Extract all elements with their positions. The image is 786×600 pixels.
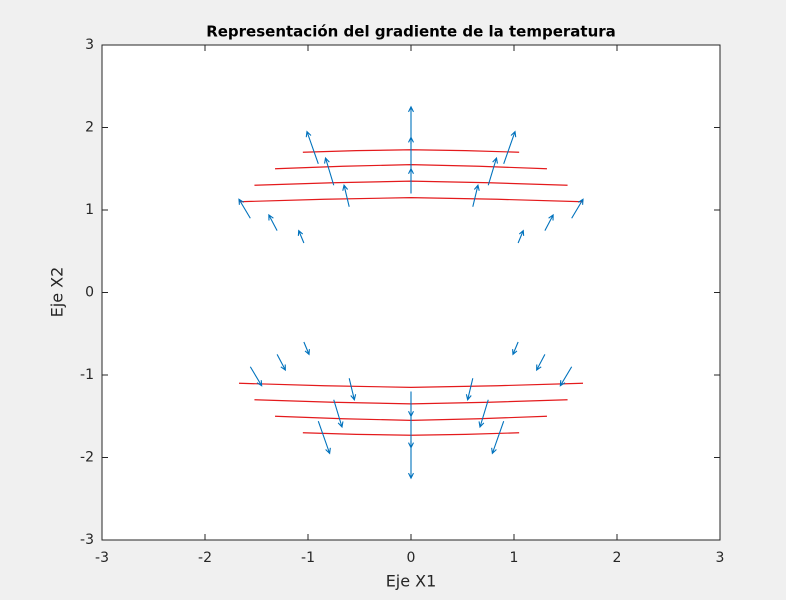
quiver-arrow (305, 130, 319, 164)
quiver-arrow (249, 366, 263, 387)
quiver-arrow (276, 354, 286, 372)
quiver-arrow (303, 341, 310, 356)
x-tick-label: -2 (198, 550, 212, 566)
quiver-arrow (324, 156, 335, 186)
quiver-arrow (571, 198, 584, 219)
x-tick-label: 0 (407, 550, 416, 566)
quiver-arrow (536, 354, 546, 372)
contour-line (238, 197, 584, 203)
quiver-arrow (487, 156, 498, 186)
x-tick-label: -3 (95, 550, 109, 566)
quiver-arrow (268, 213, 278, 231)
quiver-arrow (238, 198, 251, 219)
x-tick-label: -1 (301, 550, 315, 566)
contour-line (238, 382, 584, 388)
x-axis-label: Eje X1 (386, 572, 437, 591)
y-tick-label: 2 (85, 120, 94, 136)
quiver-arrow (472, 184, 480, 207)
quiver-arrow (478, 399, 489, 429)
quiver-arrow (333, 399, 344, 429)
quiver-arrow (465, 378, 474, 401)
quiver-arrow (491, 421, 505, 455)
chart-title: Representación del gradiente de la tempe… (206, 23, 616, 41)
y-tick-label: -1 (80, 367, 94, 383)
y-axis-label: Eje X2 (48, 267, 67, 318)
y-tick-label: 1 (85, 202, 94, 218)
quiver-arrow (512, 341, 519, 356)
quiver-arrow (342, 184, 350, 207)
quiver-arrow (297, 229, 305, 244)
y-tick-label: -3 (80, 532, 94, 548)
x-tick-label: 2 (613, 550, 622, 566)
y-tick-label: 3 (85, 37, 94, 53)
quiver-arrow (544, 213, 554, 231)
y-tick-label: -2 (80, 450, 94, 466)
x-tick-label: 1 (510, 550, 519, 566)
quiver-arrow (559, 366, 573, 387)
quiver-arrow (348, 378, 357, 401)
quiver-arrow (317, 421, 331, 455)
y-tick-label: 0 (85, 285, 94, 301)
quiver-arrow (503, 130, 517, 164)
x-tick-label: 3 (716, 550, 725, 566)
quiver-arrow (408, 441, 414, 480)
quiver-arrow (408, 105, 414, 144)
quiver-arrow (517, 229, 525, 244)
